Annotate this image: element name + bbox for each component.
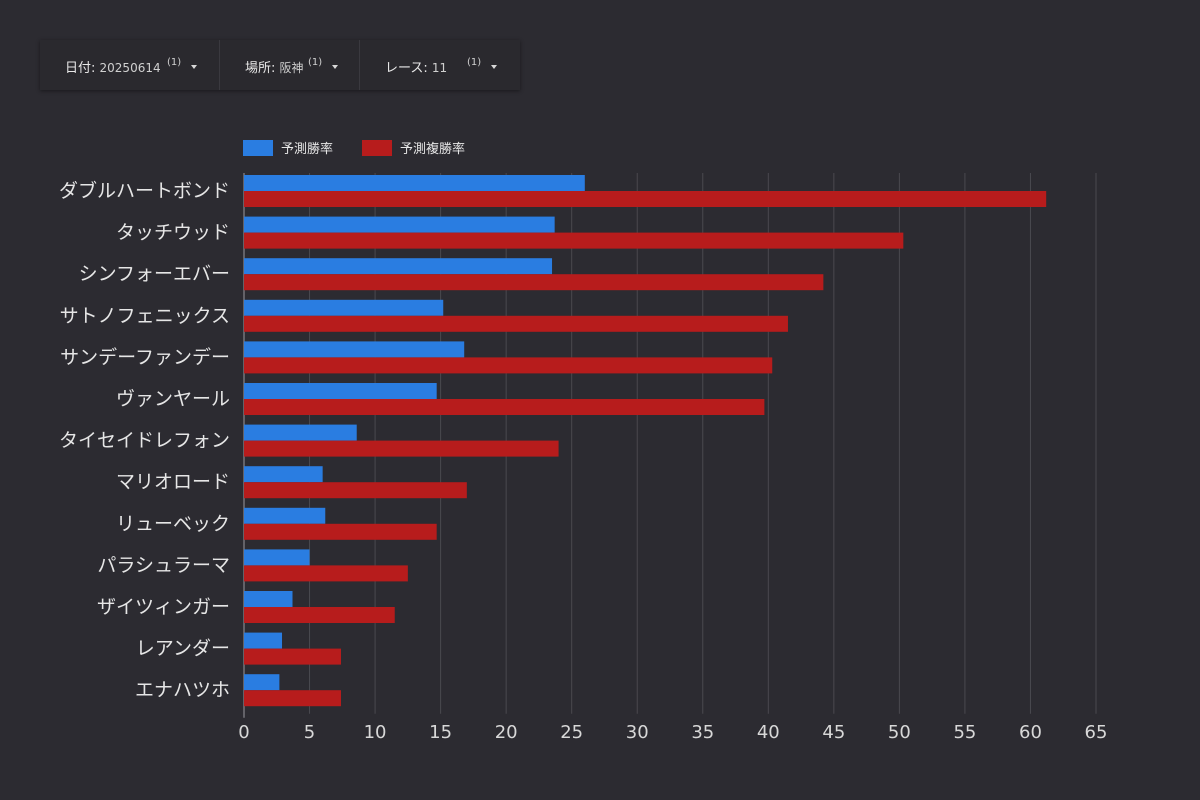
filter-bar: 日付: 20250614 (1) 場所: 阪神 (1) レース: 11 (1) [40,40,520,90]
bar [244,565,408,582]
x-tick-label: 15 [429,722,452,743]
bar [244,175,585,191]
bar [244,216,555,233]
bar [244,674,280,691]
bar [244,274,824,291]
bar [244,299,444,316]
race-filter-label: レース: 11 [385,61,448,76]
bar [244,549,310,566]
x-tick-label: 25 [560,722,583,743]
category-label: ダブルハートボンド [59,179,230,202]
legend-label: 予測複勝率 [400,141,465,157]
category-label: サンデーファンデー [60,346,230,368]
bar [244,482,467,499]
bar [244,383,437,399]
category-label: リューベック [116,513,230,535]
bar [244,357,773,374]
category-label: ヴァンヤール [116,388,230,410]
bar [244,591,293,607]
legend-swatch [243,140,273,156]
bar [244,440,559,457]
race-filter[interactable]: レース: 11 (1) [360,40,520,90]
race-filter-count: (1) [467,57,482,68]
venue-filter-label: 場所: 阪神 [245,61,304,76]
x-tick-label: 60 [1019,722,1042,743]
bar [244,607,395,623]
bar [244,690,341,707]
date-filter[interactable]: 日付: 20250614 (1) [40,40,220,90]
x-tick-label: 55 [953,722,976,743]
x-tick-label: 20 [495,722,518,743]
category-label: マリオロード [116,471,230,493]
x-tick-label: 30 [626,722,649,743]
x-tick-label: 35 [691,722,714,743]
category-label: タッチウッド [116,222,230,244]
bar [244,632,283,649]
venue-filter[interactable]: 場所: 阪神 (1) [220,40,360,90]
date-filter-label: 日付: 20250614 [65,61,161,76]
bar [244,341,465,358]
bar [244,258,553,275]
x-tick-label: 40 [757,722,780,743]
category-label: パラシュラーマ [97,554,230,576]
bar [244,466,323,483]
x-tick-label: 50 [888,722,911,743]
x-tick-label: 45 [822,722,845,743]
venue-filter-count: (1) [308,57,323,68]
category-label: サトノフェニックス [60,305,230,327]
bar [244,191,1047,207]
x-tick-label: 10 [364,722,387,743]
chevron-down-icon [332,65,338,69]
bar [244,424,357,441]
category-label: タイセイドレフォン [59,430,230,452]
category-label: レアンダー [136,638,230,660]
chevron-down-icon [191,65,197,69]
legend-swatch [362,140,392,156]
chevron-down-icon [491,65,497,69]
category-label: シンフォーエバー [79,263,230,285]
bar [244,399,765,415]
category-label: ザイツィンガー [97,596,230,618]
legend-label: 予測勝率 [281,141,333,157]
bar [244,523,437,540]
bar [244,315,788,332]
category-label: エナハツホ [135,679,230,701]
x-tick-label: 0 [238,722,249,743]
x-tick-label: 5 [304,722,315,743]
date-filter-count: (1) [167,57,182,68]
x-tick-label: 65 [1085,722,1108,743]
bar [244,232,904,249]
bar [244,648,341,665]
bar [244,507,326,524]
